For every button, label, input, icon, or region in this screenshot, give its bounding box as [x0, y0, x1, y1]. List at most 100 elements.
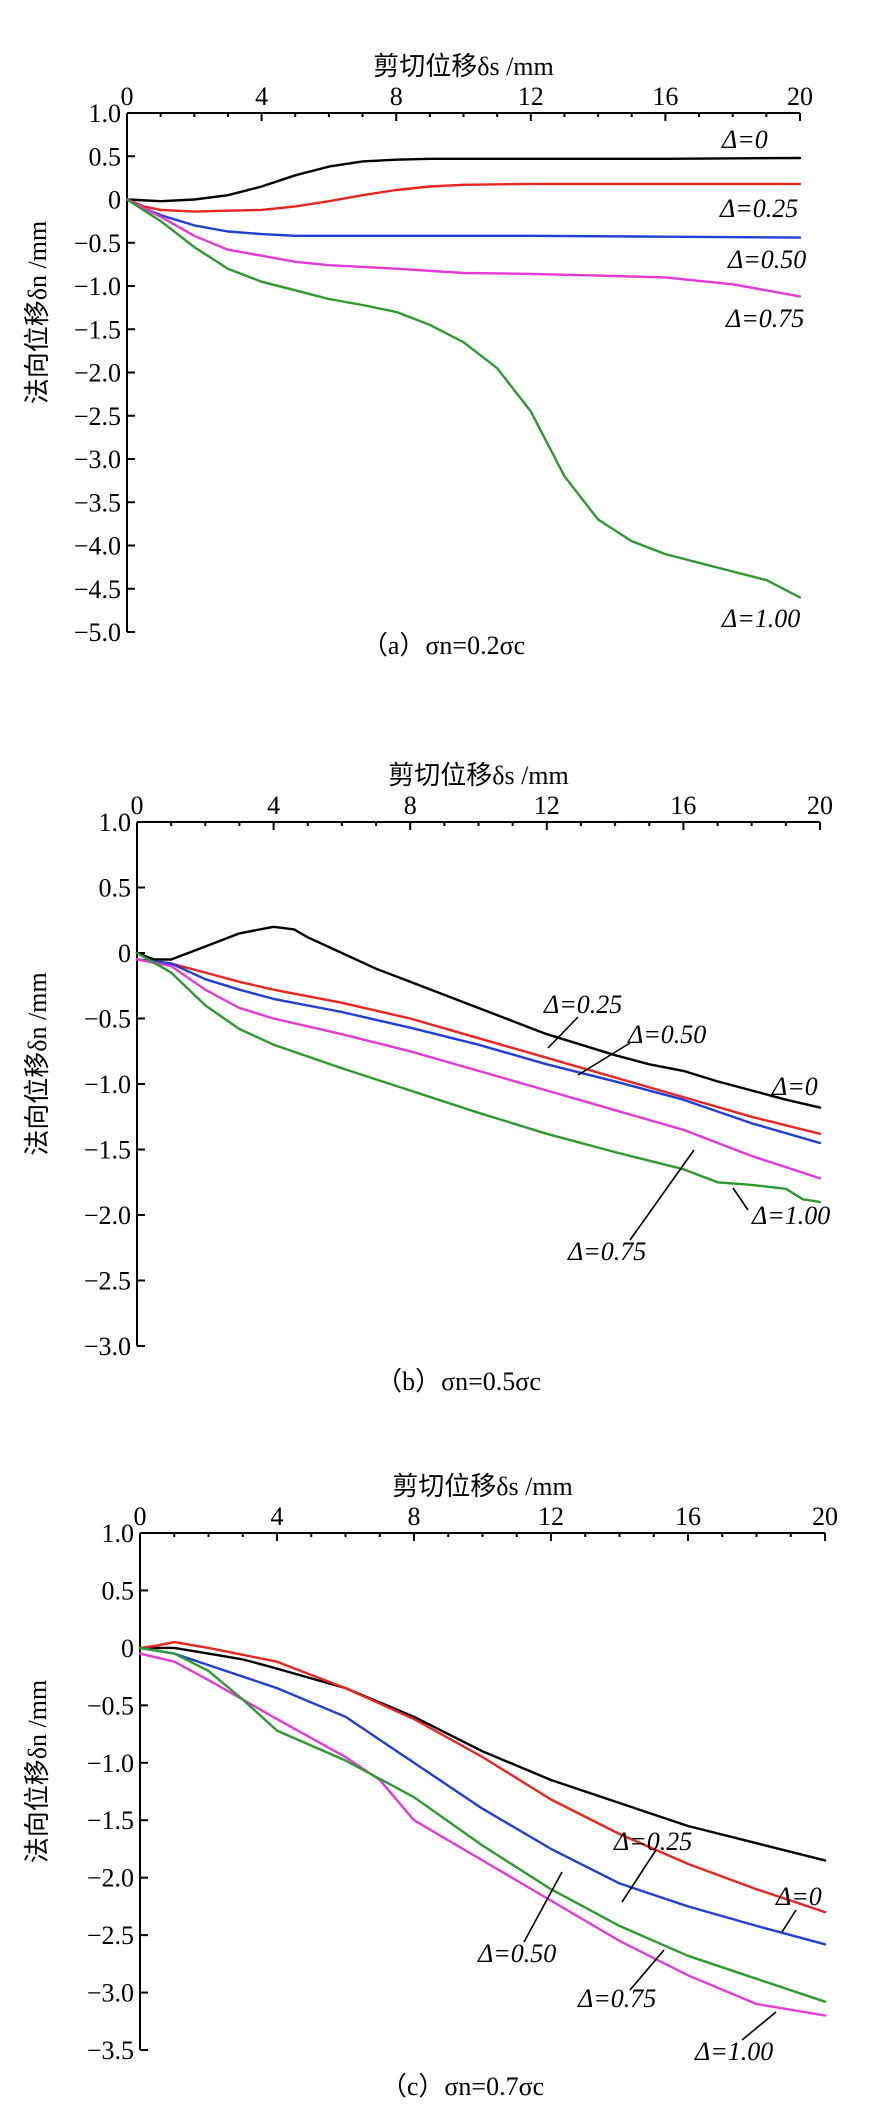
series-annotation: Δ=0.50	[727, 245, 806, 274]
x-axis-title: 剪切位移δs /mm	[388, 761, 569, 790]
series-annotation: Δ=0.50	[477, 1939, 556, 1968]
y-tick-label: −2.0	[87, 1864, 134, 1893]
panel-caption: （c）σn=0.7σc	[381, 2072, 544, 2101]
x-axis-title: 剪切位移δs /mm	[373, 52, 554, 81]
series-line-4	[135, 958, 822, 1180]
y-tick-label: −4.5	[74, 575, 121, 604]
annotation-leader	[621, 1849, 657, 1903]
series-line-5	[138, 1646, 827, 2003]
y-tick-label: 0.5	[89, 142, 122, 171]
series-annotation: Δ=1.00	[751, 1201, 830, 1230]
x-tick-label: 4	[267, 791, 280, 820]
series-line-3	[138, 1646, 827, 1946]
x-tick-label: 0	[131, 791, 144, 820]
series-annotation: Δ=0.50	[627, 1020, 706, 1049]
x-tick-label: 16	[670, 791, 696, 820]
y-tick-label: −0.5	[87, 1691, 134, 1720]
series-annotation: Δ=0.25	[613, 1827, 692, 1856]
series-annotation: Δ=0	[775, 1882, 822, 1911]
y-tick-label: −2.0	[84, 1201, 131, 1230]
x-tick-label: 20	[807, 791, 833, 820]
panel-a: 0 4 8 12 16 20 1.0 0.5 0 −0.5 −1.0 −1.5 −2.0 −2.5 −3.0…	[23, 52, 813, 660]
y-axis-title: 法向位移δn /mm	[23, 972, 52, 1155]
annotation-leader	[523, 1871, 563, 1943]
series-line-2	[138, 1640, 827, 1914]
series-line-1	[125, 156, 802, 203]
y-tick-label: 1.0	[102, 1519, 135, 1548]
series-annotation: Δ=0.75	[577, 1984, 656, 2013]
series-line-2	[135, 958, 822, 1135]
annotation-leader	[732, 1187, 749, 1211]
x-tick-label: 16	[675, 1502, 701, 1531]
panel-b: 0 4 8 12 16 20 1.0 0.5 0 −0.5 −1.0 −1.5 −2.0 −2.5 −3.0…	[23, 761, 833, 1396]
y-tick-label: −3.5	[74, 488, 121, 517]
y-tick-label: −3.0	[84, 1332, 131, 1361]
y-tick-label: −3.0	[74, 445, 121, 474]
y-tick-label: −1.5	[74, 315, 121, 344]
y-tick-label: −2.5	[84, 1267, 131, 1296]
y-tick-label: −3.0	[87, 1979, 134, 2008]
series-line-3	[125, 198, 802, 239]
y-tick-label: −4.0	[74, 532, 121, 561]
series-annotation: Δ=0.25	[719, 194, 798, 223]
y-tick-label: 0	[108, 186, 121, 215]
annotation-leader	[547, 1016, 579, 1049]
x-tick-label: 12	[538, 1502, 564, 1531]
x-axis-title: 剪切位移δs /mm	[392, 1472, 573, 1501]
series-annotation: Δ=0	[721, 125, 768, 154]
panel-c: 0 4 8 12 16 20 1.0 0.5 0 −0.5 −1.0 −1.5 −2.0 −2.5 −3.0…	[23, 1472, 838, 2101]
annotation-leader	[629, 1949, 665, 1991]
x-tick-label: 4	[271, 1502, 284, 1531]
x-tick-label: 0	[121, 82, 134, 111]
y-tick-label: 0	[118, 939, 131, 968]
y-tick-label: −2.0	[74, 359, 121, 388]
y-tick-label: −0.5	[74, 229, 121, 258]
series-line-4	[138, 1652, 827, 2017]
x-tick-label: 12	[518, 82, 544, 111]
x-tick-label: 20	[787, 82, 813, 111]
series-line-3	[135, 958, 822, 1145]
annotation-leader	[741, 2011, 777, 2041]
series-annotation: Δ=1.00	[721, 604, 800, 633]
series-line-5	[135, 951, 822, 1204]
series-line-4	[125, 198, 802, 298]
series-line-2	[125, 182, 802, 213]
x-tick-label: 8	[390, 82, 403, 111]
series-line-1	[138, 1646, 827, 1862]
y-tick-label: −1.0	[74, 272, 121, 301]
series-annotation: Δ=0.25	[543, 990, 622, 1019]
y-tick-label: −3.5	[87, 2036, 134, 2065]
y-tick-label: −1.0	[84, 1070, 131, 1099]
series-annotation: Δ=0.75	[567, 1237, 646, 1266]
x-tick-label: 20	[812, 1502, 838, 1531]
y-tick-label: −1.5	[87, 1806, 134, 1835]
x-tick-label: 4	[255, 82, 268, 111]
x-tick-label: 12	[534, 791, 560, 820]
y-tick-label: 0.5	[99, 874, 132, 903]
y-axis-title: 法向位移δn /mm	[23, 221, 52, 404]
x-tick-label: 0	[134, 1502, 147, 1531]
x-tick-label: 16	[652, 82, 678, 111]
y-tick-label: −5.0	[74, 618, 121, 647]
annotation-leader	[629, 1149, 695, 1241]
y-tick-label: −1.0	[87, 1749, 134, 1778]
series-annotation: Δ=0.75	[725, 304, 804, 333]
x-tick-label: 8	[404, 791, 417, 820]
x-tick-label: 8	[408, 1502, 421, 1531]
annotation-leader	[577, 1042, 631, 1076]
annotation-leader	[781, 1909, 797, 1933]
y-tick-label: 0.5	[102, 1576, 135, 1605]
y-tick-label: 1.0	[89, 99, 122, 128]
y-tick-label: 0	[121, 1634, 134, 1663]
series-line-5	[125, 198, 802, 599]
panel-caption: （b）σn=0.5σc	[376, 1367, 541, 1396]
y-tick-label: −2.5	[87, 1921, 134, 1950]
y-tick-label: −0.5	[84, 1005, 131, 1034]
panel-caption: （a）σn=0.2σc	[362, 631, 525, 660]
y-tick-label: −1.5	[84, 1136, 131, 1165]
y-tick-label: 1.0	[99, 808, 132, 837]
y-tick-label: −2.5	[74, 402, 121, 431]
series-line-1	[135, 925, 822, 1109]
y-axis-title: 法向位移δn /mm	[23, 1680, 52, 1863]
